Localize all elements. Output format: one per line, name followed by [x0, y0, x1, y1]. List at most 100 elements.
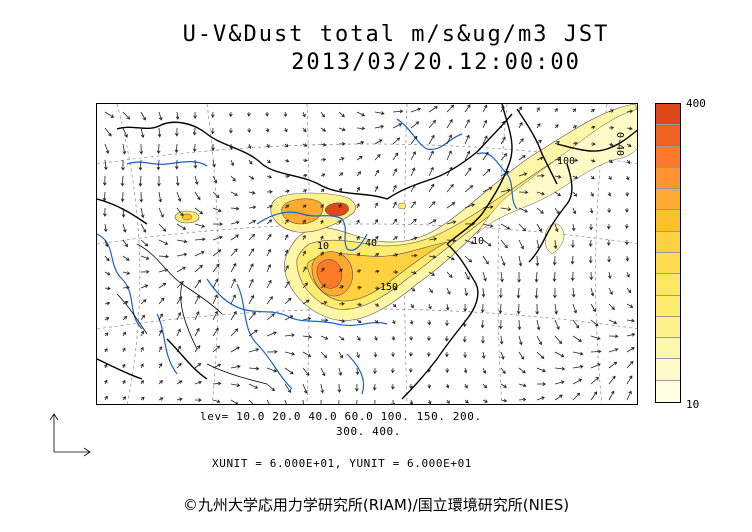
- wind-arrow: [266, 159, 271, 164]
- wind-arrow: [536, 123, 541, 129]
- wind-arrow: [356, 235, 360, 241]
- colorbar-segment: [656, 359, 680, 381]
- wind-arrow: [302, 299, 310, 305]
- wind-arrow: [284, 127, 288, 133]
- wind-arrow: [464, 287, 469, 297]
- vector-unit-info: XUNIT = 6.000E+01, YUNIT = 6.000E+01: [212, 457, 473, 470]
- wind-arrow: [608, 175, 612, 181]
- wind-arrow: [626, 287, 632, 294]
- wind-arrow: [374, 169, 379, 177]
- wind-arrow: [176, 397, 183, 402]
- wind-arrow: [140, 111, 146, 121]
- wind-arrow: [248, 348, 260, 353]
- wind-arrow: [122, 347, 126, 353]
- wind-arrow: [192, 143, 197, 153]
- wind-arrow: [374, 253, 380, 257]
- wind-arrow: [500, 207, 512, 211]
- wind-arrow: [374, 111, 385, 116]
- wind-arrow: [157, 176, 161, 187]
- wind-arrow: [518, 190, 529, 195]
- wind-arrow: [374, 335, 378, 341]
- wind-arrow: [156, 143, 161, 154]
- wind-arrow: [122, 271, 131, 275]
- wind-arrow: [284, 264, 289, 273]
- wind-arrow: [247, 111, 251, 117]
- wind-arrow: [553, 239, 558, 250]
- wind-arrow: [445, 303, 450, 311]
- wind-arrow: [410, 218, 417, 225]
- wind-arrow: [428, 271, 435, 276]
- wind-arrow: [302, 158, 308, 163]
- wind-arrow: [391, 335, 396, 341]
- wind-arrow: [428, 106, 438, 113]
- wind-arrow: [570, 271, 575, 282]
- wind-arrow: [464, 239, 475, 245]
- wind-arrow: [338, 399, 340, 404]
- wind-arrow: [122, 331, 126, 337]
- wind-arrow: [302, 282, 308, 289]
- wind-arrow: [248, 311, 256, 321]
- wind-arrow: [302, 250, 306, 257]
- wind-arrow: [230, 278, 236, 289]
- wind-arrow: [266, 331, 277, 337]
- wind-arrow: [554, 335, 563, 345]
- wind-arrow: [626, 347, 635, 353]
- wind-arrow: [464, 185, 474, 193]
- wind-arrow: [554, 191, 562, 197]
- wind-arrow: [176, 345, 181, 353]
- wind-arrow: [445, 351, 449, 358]
- wind-arrow: [499, 335, 504, 345]
- wind-arrow: [554, 394, 563, 401]
- wind-arrow: [302, 266, 307, 273]
- wind-arrow: [553, 287, 557, 299]
- wind-arrow: [174, 127, 179, 137]
- contour-label-150: 150: [380, 282, 398, 293]
- wind-arrow: [481, 336, 485, 344]
- wind-arrow: [247, 127, 252, 133]
- wind-arrow: [284, 189, 290, 194]
- wind-arrow: [608, 109, 615, 113]
- wind-arrow: [356, 399, 358, 404]
- wind-arrow: [158, 297, 165, 305]
- wind-arrow: [338, 203, 342, 209]
- wind-arrow: [158, 191, 163, 203]
- wind-arrow: [500, 105, 505, 113]
- wind-arrow: [608, 334, 619, 339]
- wind-arrow: [482, 205, 494, 209]
- wind-arrow: [572, 175, 579, 179]
- colorbar-segment: [656, 167, 680, 190]
- wind-arrow: [248, 248, 254, 257]
- wind-arrow: [320, 204, 324, 209]
- wind-arrow: [536, 367, 546, 373]
- dust-wind-map: 40 10 150 10 100 0-40: [97, 104, 637, 404]
- wind-arrow: [374, 303, 380, 307]
- wind-arrow: [482, 104, 488, 113]
- wind-arrow: [230, 206, 240, 211]
- wind-arrow: [284, 383, 292, 393]
- wind-arrow: [248, 220, 257, 225]
- colorbar-segment: [656, 295, 680, 317]
- wind-arrow: [230, 220, 240, 225]
- wind-arrow: [140, 255, 150, 260]
- copyright-notice: ©九州大学応用力学研究所(RIAM)/国立環境研究所(NIES): [182, 496, 570, 514]
- wind-arrow: [355, 367, 360, 376]
- wind-arrow: [122, 315, 128, 321]
- wind-arrow: [338, 268, 343, 273]
- wind-arrow: [158, 111, 163, 121]
- wind-arrow: [139, 143, 144, 155]
- wind-arrow: [392, 168, 398, 177]
- wind-arrow: [356, 171, 362, 177]
- wind-arrow: [284, 280, 290, 289]
- wind-arrow: [194, 264, 203, 273]
- wind-arrow: [409, 351, 413, 357]
- wind-arrow: [392, 319, 396, 325]
- wind-arrow: [607, 255, 611, 263]
- wind-arrow: [320, 219, 324, 225]
- wind-arrow: [554, 141, 560, 145]
- wind-arrow: [338, 301, 345, 306]
- wind-arrow: [248, 159, 253, 165]
- wind-arrow: [446, 399, 450, 404]
- wind-arrow: [534, 287, 539, 299]
- wind-arrow: [320, 127, 327, 132]
- wind-arrow: [140, 363, 144, 369]
